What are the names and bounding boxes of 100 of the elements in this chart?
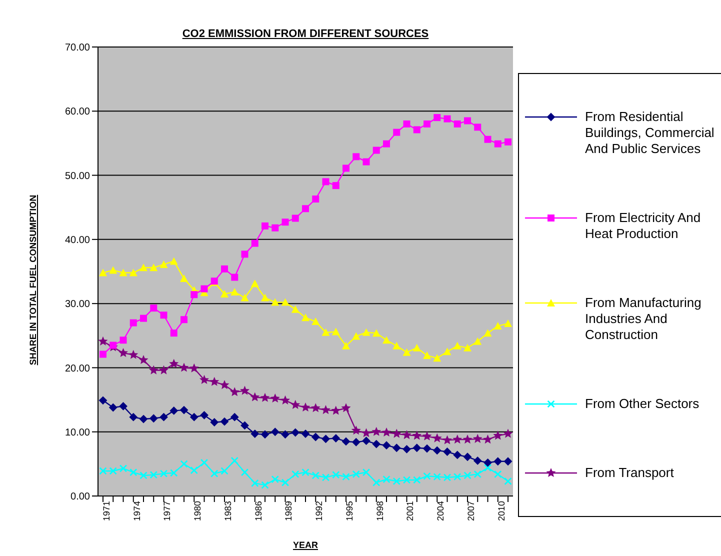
point (322, 328, 330, 336)
point (372, 426, 382, 436)
point (270, 394, 280, 403)
point (462, 434, 472, 444)
point (312, 472, 320, 480)
point (382, 336, 390, 344)
legend-label: From Manufacturing Industries And Construction (585, 294, 702, 343)
point (312, 196, 320, 203)
point (300, 402, 310, 412)
point (403, 120, 410, 128)
point (413, 476, 421, 484)
point (100, 350, 106, 358)
point (291, 428, 300, 436)
point (464, 472, 472, 480)
point (504, 478, 512, 485)
point (372, 478, 380, 486)
point (290, 400, 300, 409)
point (231, 274, 238, 281)
point (412, 344, 421, 352)
point (412, 430, 422, 440)
point (210, 418, 218, 426)
point (158, 365, 169, 374)
point (119, 402, 128, 410)
point (454, 473, 462, 480)
point (342, 342, 350, 350)
point (352, 332, 360, 340)
point (169, 358, 179, 368)
point (302, 205, 309, 212)
point (200, 458, 208, 466)
point (200, 285, 208, 292)
point (180, 406, 188, 414)
point (160, 413, 168, 422)
point (150, 264, 158, 272)
point (464, 117, 471, 124)
point (271, 428, 280, 436)
point (280, 395, 290, 404)
point (493, 430, 503, 440)
point (140, 314, 147, 322)
point (484, 458, 492, 467)
point (331, 406, 341, 415)
point (484, 464, 492, 472)
point (118, 348, 128, 358)
point (230, 387, 240, 396)
legend-label: From Other Sectors (585, 396, 700, 412)
point (382, 476, 390, 483)
point (393, 128, 400, 136)
point (443, 348, 452, 356)
point (352, 438, 360, 446)
point (261, 481, 269, 489)
point (129, 268, 138, 276)
point (332, 471, 340, 479)
point (302, 430, 310, 438)
point (352, 153, 360, 160)
point (210, 470, 218, 478)
point (282, 478, 289, 486)
point (130, 468, 138, 476)
point (241, 250, 248, 258)
point (444, 474, 451, 482)
y-tick-label: 0.00 (70, 492, 90, 503)
point (130, 319, 137, 326)
point (261, 294, 269, 302)
y-tick-label: 60.00 (64, 106, 90, 118)
point (292, 470, 300, 478)
point (372, 146, 380, 154)
point (230, 457, 238, 464)
point (342, 473, 350, 480)
point (109, 266, 118, 274)
point (170, 257, 178, 265)
y-tick-label: 70.00 (64, 42, 90, 54)
point (322, 434, 330, 443)
point (310, 403, 320, 412)
point (170, 469, 178, 477)
x-tick-label: 2007 (466, 501, 476, 522)
point (362, 158, 370, 166)
point (120, 336, 127, 344)
point (332, 182, 340, 190)
x-tick-label: 1986 (253, 501, 264, 522)
x-tick-label: 1974 (132, 501, 142, 522)
point (392, 478, 400, 485)
point (271, 476, 279, 483)
point (282, 218, 289, 226)
point (452, 434, 462, 444)
point (382, 428, 392, 437)
x-tick-label: 1995 (344, 501, 354, 522)
point (504, 319, 512, 327)
point (99, 467, 107, 475)
x-tick-label: 1998 (374, 501, 385, 522)
x-tick-label: 1980 (192, 501, 203, 522)
point (402, 445, 411, 454)
y-tick-label: 30.00 (64, 299, 90, 310)
point (251, 479, 259, 487)
point (453, 450, 462, 459)
point (474, 470, 482, 478)
point (220, 467, 228, 475)
point (402, 430, 412, 440)
point (320, 405, 331, 414)
point (189, 363, 199, 372)
point (342, 437, 350, 446)
point (230, 413, 239, 422)
point (150, 471, 158, 479)
